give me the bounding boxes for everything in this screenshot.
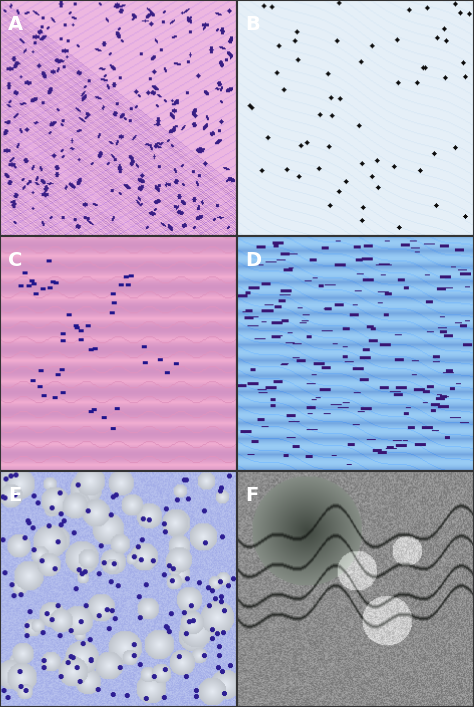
Text: A: A <box>8 15 23 34</box>
Text: E: E <box>8 486 21 506</box>
Text: F: F <box>245 486 258 506</box>
Text: D: D <box>245 250 261 269</box>
Text: C: C <box>8 250 22 269</box>
Text: B: B <box>245 15 260 34</box>
